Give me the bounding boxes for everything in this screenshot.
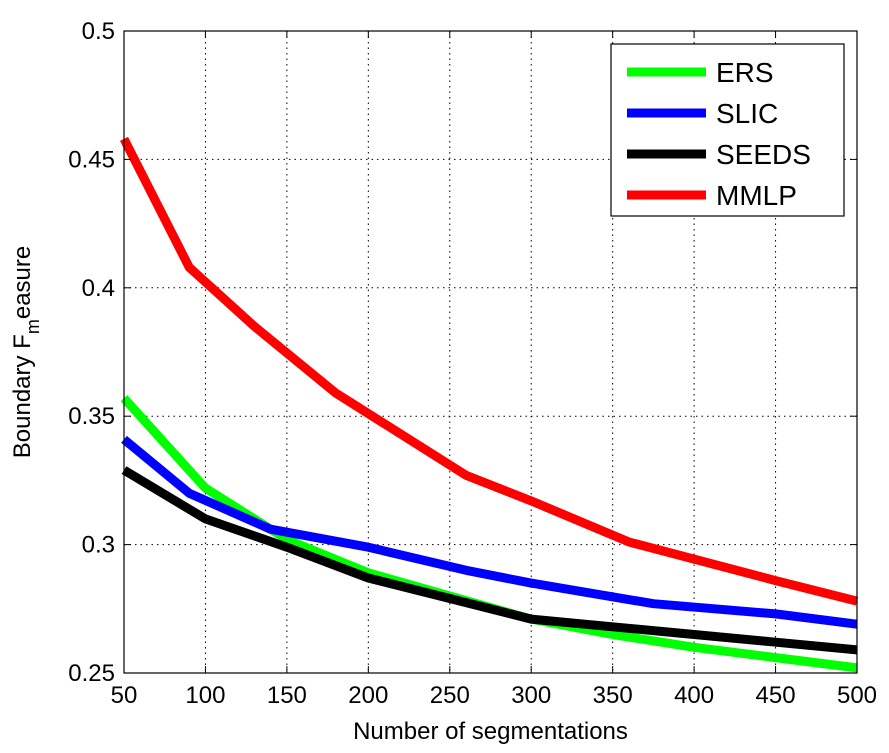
x-tick-label: 500 bbox=[837, 682, 877, 709]
y-axis-label: Boundary Fmeasure bbox=[9, 246, 43, 458]
legend-label-mmlp: MMLP bbox=[716, 180, 797, 211]
x-tick-label: 450 bbox=[756, 682, 796, 709]
series-layer bbox=[119, 136, 859, 673]
y-axis-label-rest: easure bbox=[9, 246, 36, 319]
x-tick-label: 150 bbox=[267, 682, 307, 709]
x-tick-label: 100 bbox=[185, 682, 225, 709]
ticks bbox=[123, 30, 858, 674]
x-tick-label: 250 bbox=[430, 682, 470, 709]
series-line-mmlp bbox=[119, 136, 859, 606]
y-tick-label: 0.3 bbox=[82, 532, 115, 559]
x-axis-label: Number of segmentations bbox=[353, 718, 628, 745]
x-tick-label: 350 bbox=[593, 682, 633, 709]
legend-label-ers: ERS bbox=[716, 57, 774, 88]
x-tick-label: 400 bbox=[674, 682, 714, 709]
y-tick-label: 0.35 bbox=[68, 403, 115, 430]
x-tick-label: 50 bbox=[111, 682, 138, 709]
x-tick-label: 200 bbox=[348, 682, 388, 709]
tick-labels: 50 100 150 200 250 300 350 400 450 500 0.25 0.3 0.35… bbox=[68, 18, 877, 709]
legend: ERS SLIC SEEDS MMLP bbox=[610, 43, 845, 217]
y-tick-label: 0.25 bbox=[68, 660, 115, 687]
y-tick-label: 0.4 bbox=[82, 275, 115, 302]
series-line-slic bbox=[121, 435, 858, 629]
plot-frame bbox=[123, 30, 858, 674]
y-tick-label: 0.5 bbox=[82, 18, 115, 45]
legend-label-slic: SLIC bbox=[716, 98, 778, 129]
x-tick-label: 300 bbox=[511, 682, 551, 709]
y-tick-label: 0.45 bbox=[68, 146, 115, 173]
y-axis-label-main: Boundary F bbox=[9, 334, 36, 458]
legend-label-seeds: SEEDS bbox=[716, 139, 811, 170]
series-line-seeds bbox=[121, 466, 858, 655]
y-axis-label-subscript: m bbox=[23, 319, 43, 334]
